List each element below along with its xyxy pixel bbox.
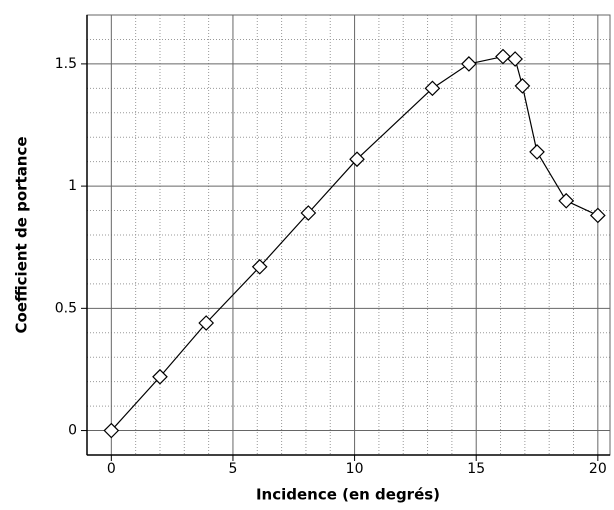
marker bbox=[424, 80, 441, 97]
marker bbox=[461, 56, 477, 72]
marker bbox=[103, 422, 120, 439]
line bbox=[110, 55, 599, 431]
x-tick-label: 20 bbox=[589, 461, 607, 477]
marker bbox=[198, 315, 215, 331]
marker bbox=[529, 144, 545, 160]
marker bbox=[495, 48, 511, 65]
marker bbox=[300, 205, 317, 221]
marker bbox=[251, 258, 268, 275]
x-axis-title: Incidence (en degrés) bbox=[256, 486, 440, 504]
x-tick-label: 0 bbox=[107, 461, 116, 477]
y-tick-label: 0 bbox=[68, 423, 77, 439]
x-tick-label: 10 bbox=[346, 461, 364, 477]
y-tick-label: 1.5 bbox=[55, 56, 77, 72]
x-tick-label: 15 bbox=[467, 461, 485, 477]
y-tick-label: 1 bbox=[68, 178, 77, 194]
marker bbox=[507, 51, 523, 67]
marker bbox=[558, 192, 575, 209]
x-tick-label: 5 bbox=[228, 461, 237, 477]
marker bbox=[349, 151, 365, 168]
marker bbox=[152, 368, 168, 385]
y-axis-title: Coefficient de portance bbox=[13, 136, 31, 333]
marker bbox=[514, 78, 531, 94]
y-tick-label: 0.5 bbox=[55, 300, 77, 316]
marker bbox=[589, 207, 606, 224]
